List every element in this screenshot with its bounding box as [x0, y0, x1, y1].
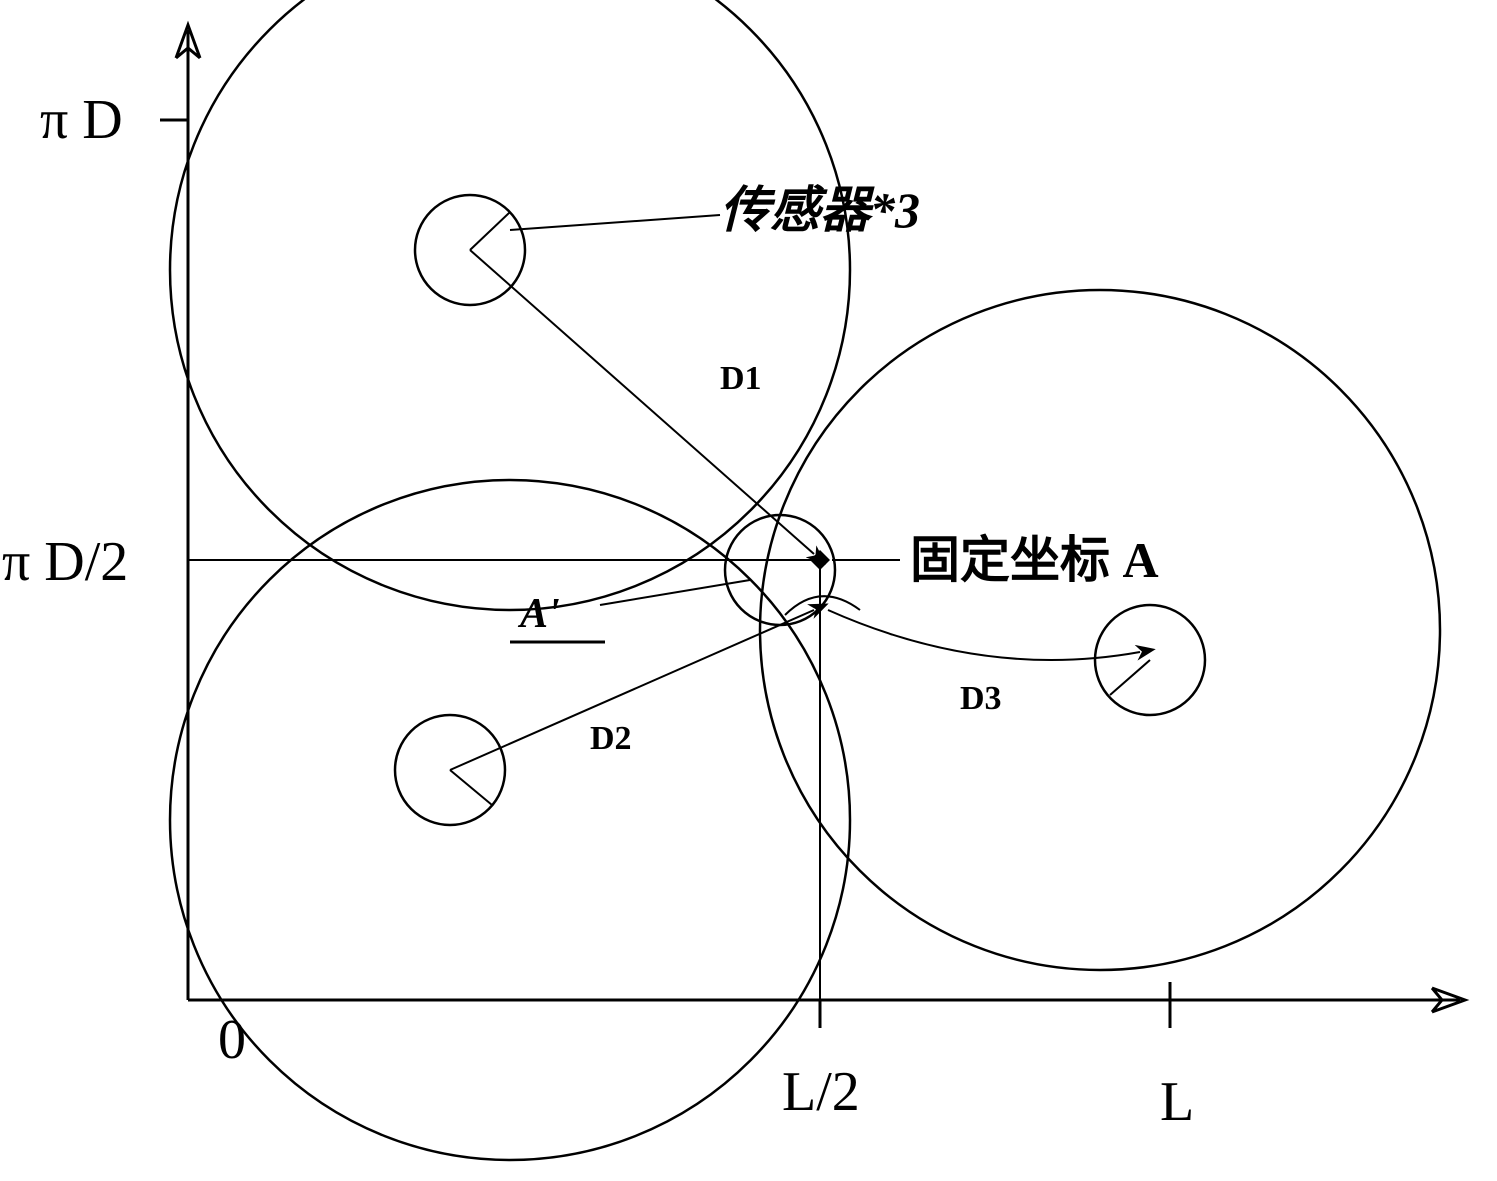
big-circle-1: [170, 0, 850, 610]
big-circle-3: [760, 290, 1440, 970]
label-d3: D3: [960, 680, 1002, 718]
big-circle-2: [170, 480, 850, 1160]
d2-line: [450, 610, 814, 770]
label-piD: π D: [40, 88, 123, 152]
label-d1: D1: [720, 360, 762, 398]
label-aprime: A': [520, 590, 560, 638]
label-d2: D2: [590, 720, 632, 758]
label-fixedA: 固定坐标 A: [910, 520, 1159, 592]
label-piDhalf: π D/2: [2, 530, 128, 594]
label-sensor: 传感器*3: [720, 170, 920, 242]
d1-line: [470, 250, 814, 554]
label-Lhalf: L/2: [782, 1060, 860, 1124]
d3-line: [828, 610, 1140, 660]
label-origin: 0: [218, 1008, 246, 1072]
label-L: L: [1160, 1070, 1194, 1134]
